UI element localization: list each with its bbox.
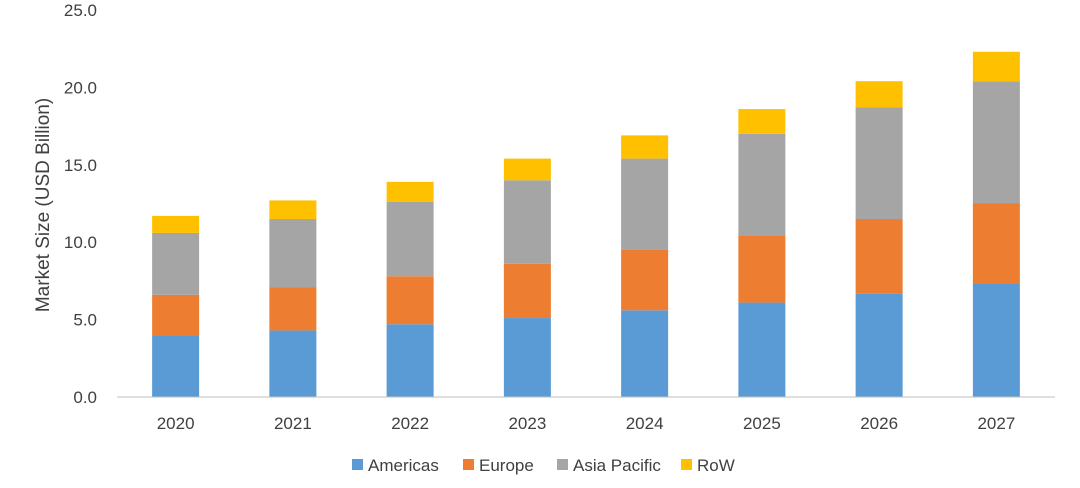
bar-americas-2021 (269, 330, 317, 397)
legend-label: Europe (479, 456, 534, 475)
legend-item-americas: Americas (352, 456, 439, 475)
bar-americas-2020 (152, 335, 200, 397)
y-tick-label: 25.0 (64, 1, 97, 20)
bar-americas-2022 (386, 324, 434, 397)
bar-europe-2027 (972, 203, 1020, 284)
bar-europe-2024 (621, 249, 669, 311)
x-tick-label: 2021 (274, 414, 312, 433)
bar-asia-pacific-2022 (386, 201, 434, 277)
bar-row-2025 (738, 109, 786, 134)
bar-asia-pacific-2027 (972, 81, 1020, 204)
bar-row-2026 (855, 81, 903, 108)
x-tick-label: 2027 (977, 414, 1015, 433)
legend-label: Americas (368, 456, 439, 475)
bar-americas-2025 (738, 302, 786, 397)
bar-americas-2027 (972, 283, 1020, 397)
x-axis-ticks: 2020 2021 2022 2023 2024 2025 2026 2027 (157, 414, 1016, 433)
bar-americas-2026 (855, 293, 903, 397)
bar-asia-pacific-2020 (152, 232, 200, 295)
x-tick-label: 2025 (743, 414, 781, 433)
bar-asia-pacific-2026 (855, 107, 903, 219)
bars (152, 51, 1020, 397)
legend-item-europe: Europe (463, 456, 534, 475)
legend: Americas Europe Asia Pacific RoW (352, 456, 735, 475)
legend-item-row: RoW (681, 456, 735, 475)
x-tick-label: 2023 (508, 414, 546, 433)
bar-row-2027 (972, 51, 1020, 82)
y-tick-label: 0.0 (73, 388, 97, 407)
y-axis-title-group: Market Size (USD Billion) (33, 98, 54, 312)
bar-row-2020 (152, 215, 200, 233)
bar-europe-2020 (152, 294, 200, 336)
bar-americas-2024 (621, 310, 669, 397)
x-tick-label: 2020 (157, 414, 195, 433)
y-axis-ticks: 0.0 5.0 10.0 15.0 20.0 25.0 (64, 1, 97, 407)
x-tick-label: 2022 (391, 414, 429, 433)
x-tick-label: 2026 (860, 414, 898, 433)
bar-asia-pacific-2025 (738, 133, 786, 237)
bar-asia-pacific-2024 (621, 158, 669, 250)
y-axis-title: Market Size (USD Billion) (33, 98, 54, 312)
legend-swatch (557, 459, 568, 470)
y-tick-label: 10.0 (64, 233, 97, 252)
legend-swatch (352, 459, 363, 470)
bar-row-2022 (386, 181, 434, 202)
y-tick-label: 20.0 (64, 78, 97, 97)
bar-asia-pacific-2021 (269, 218, 317, 288)
bar-europe-2026 (855, 218, 903, 294)
bar-row-2024 (621, 135, 669, 159)
y-tick-label: 15.0 (64, 156, 97, 175)
bar-americas-2023 (503, 318, 551, 397)
legend-item-asia-pacific: Asia Pacific (557, 456, 661, 475)
legend-label: Asia Pacific (573, 456, 661, 475)
y-tick-label: 5.0 (73, 311, 97, 330)
legend-swatch (463, 459, 474, 470)
legend-label: RoW (697, 456, 735, 475)
bar-europe-2025 (738, 236, 786, 303)
bar-europe-2023 (503, 263, 551, 319)
x-tick-label: 2024 (626, 414, 664, 433)
bar-asia-pacific-2023 (503, 180, 551, 264)
bar-row-2021 (269, 200, 317, 219)
bar-row-2023 (503, 158, 551, 181)
legend-swatch (681, 459, 692, 470)
bar-europe-2021 (269, 287, 317, 331)
bar-europe-2022 (386, 276, 434, 325)
